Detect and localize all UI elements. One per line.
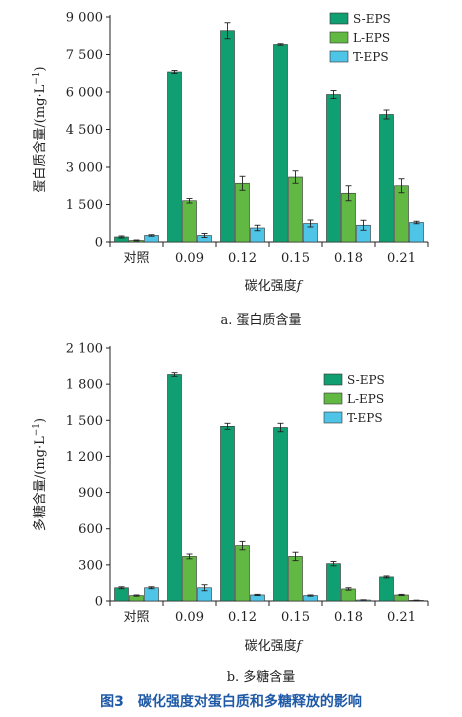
chart2-bar-t-eps: [144, 587, 159, 602]
chart2-x-tick-label: 0.09: [175, 610, 204, 625]
chart2-legend-label: S-EPS: [347, 373, 385, 387]
chart2-bar-s-eps: [114, 587, 129, 602]
chart2-legend-label: L-EPS: [347, 392, 384, 406]
chart1-legend-swatch-s-eps: [329, 12, 349, 25]
chart1-legend-swatch-l-eps: [329, 31, 349, 44]
chart2-x-tick-label: 0.15: [281, 610, 310, 625]
chart2-legend-swatch-t-eps: [323, 411, 343, 424]
chart2-y-tick-label: 2 100: [66, 342, 103, 357]
chart1-bar-s-eps: [167, 71, 182, 243]
figure-caption: 图3 碳化强度对蛋白质和多糖释放的影响: [100, 693, 362, 710]
chart2-bar-s-eps: [379, 576, 394, 602]
chart1-y-tick-label: 9 000: [66, 11, 103, 26]
chart2-x-axis-title: 碳化强度f: [245, 638, 304, 654]
chart2-bar-l-eps: [288, 556, 303, 602]
chart1-y-tick-label: 3 000: [66, 161, 103, 176]
chart1-bar-s-eps: [379, 114, 394, 243]
chart1-y-tick-label: 1 500: [66, 198, 103, 213]
chart1-y-tick-label: 6 000: [66, 86, 103, 101]
chart2-legend-swatch-l-eps: [323, 392, 343, 405]
chart2-y-tick-label: 1 500: [66, 414, 103, 429]
chart2-bar-s-eps: [273, 427, 288, 602]
chart1-x-tick-label: 0.12: [228, 251, 257, 266]
chart1-legend-label: L-EPS: [353, 31, 390, 45]
chart2-y-tick-label: 900: [78, 486, 103, 501]
chart1-legend-swatch-t-eps: [329, 50, 349, 63]
chart2-bar-s-eps: [167, 374, 182, 602]
chart2-x-tick-label: 0.18: [334, 610, 363, 625]
chart1-x-tick-label: 对照: [123, 251, 149, 266]
chart2-y-tick-label: 1 800: [66, 378, 103, 393]
chart2-y-tick-label: 300: [78, 558, 103, 573]
chart2-x-tick-label: 0.21: [387, 610, 416, 625]
chart1-legend-label: T-EPS: [353, 50, 389, 64]
chart1-bar-t-eps: [409, 222, 424, 243]
chart1-x-tick-label: 0.21: [387, 251, 416, 266]
chart1-x-tick-label: 0.09: [175, 251, 204, 266]
chart2-y-tick-label: 1 200: [66, 450, 103, 465]
chart2-subtitle: b. 多糖含量: [227, 669, 296, 685]
chart2-bar-l-eps: [182, 556, 197, 602]
chart2-x-tick-label: 0.12: [228, 610, 257, 625]
chart2-x-tick-label: 对照: [123, 610, 149, 625]
chart1-y-axis-title: 蛋白质含量/(mg·L−1): [32, 66, 48, 192]
chart1-bar-l-eps: [182, 200, 197, 243]
chart1-bar-s-eps: [326, 94, 341, 243]
chart1-legend-label: S-EPS: [353, 12, 391, 26]
chart1-x-tick-label: 0.15: [281, 251, 310, 266]
chart1-x-tick-label: 0.18: [334, 251, 363, 266]
chart2-legend-label: T-EPS: [347, 411, 383, 425]
chart1-y-tick-label: 7 500: [66, 48, 103, 63]
chart2-bar-s-eps: [220, 426, 235, 602]
chart2-legend-swatch-s-eps: [323, 373, 343, 386]
chart1-x-axis-title: 碳化强度f: [245, 278, 304, 294]
chart1-bar-l-eps: [288, 176, 303, 243]
chart2-y-axis-title: 多糖含量/(mg·L−1): [32, 418, 48, 531]
chart2-y-tick-label: 600: [78, 522, 103, 537]
chart2-bar-l-eps: [341, 588, 356, 602]
chart1-y-tick-label: 4 500: [66, 123, 103, 138]
chart1-subtitle: a. 蛋白质含量: [220, 312, 301, 328]
chart1-y-tick-label: 0: [95, 236, 103, 251]
chart1-bar-s-eps: [273, 44, 288, 243]
chart2-bar-s-eps: [326, 563, 341, 602]
chart1-bar-l-eps: [394, 185, 409, 243]
chart2-bar-l-eps: [235, 545, 250, 602]
chart2-y-tick-label: 0: [95, 595, 103, 610]
chart1-bar-s-eps: [220, 30, 235, 243]
chart1-bar-l-eps: [235, 182, 250, 243]
